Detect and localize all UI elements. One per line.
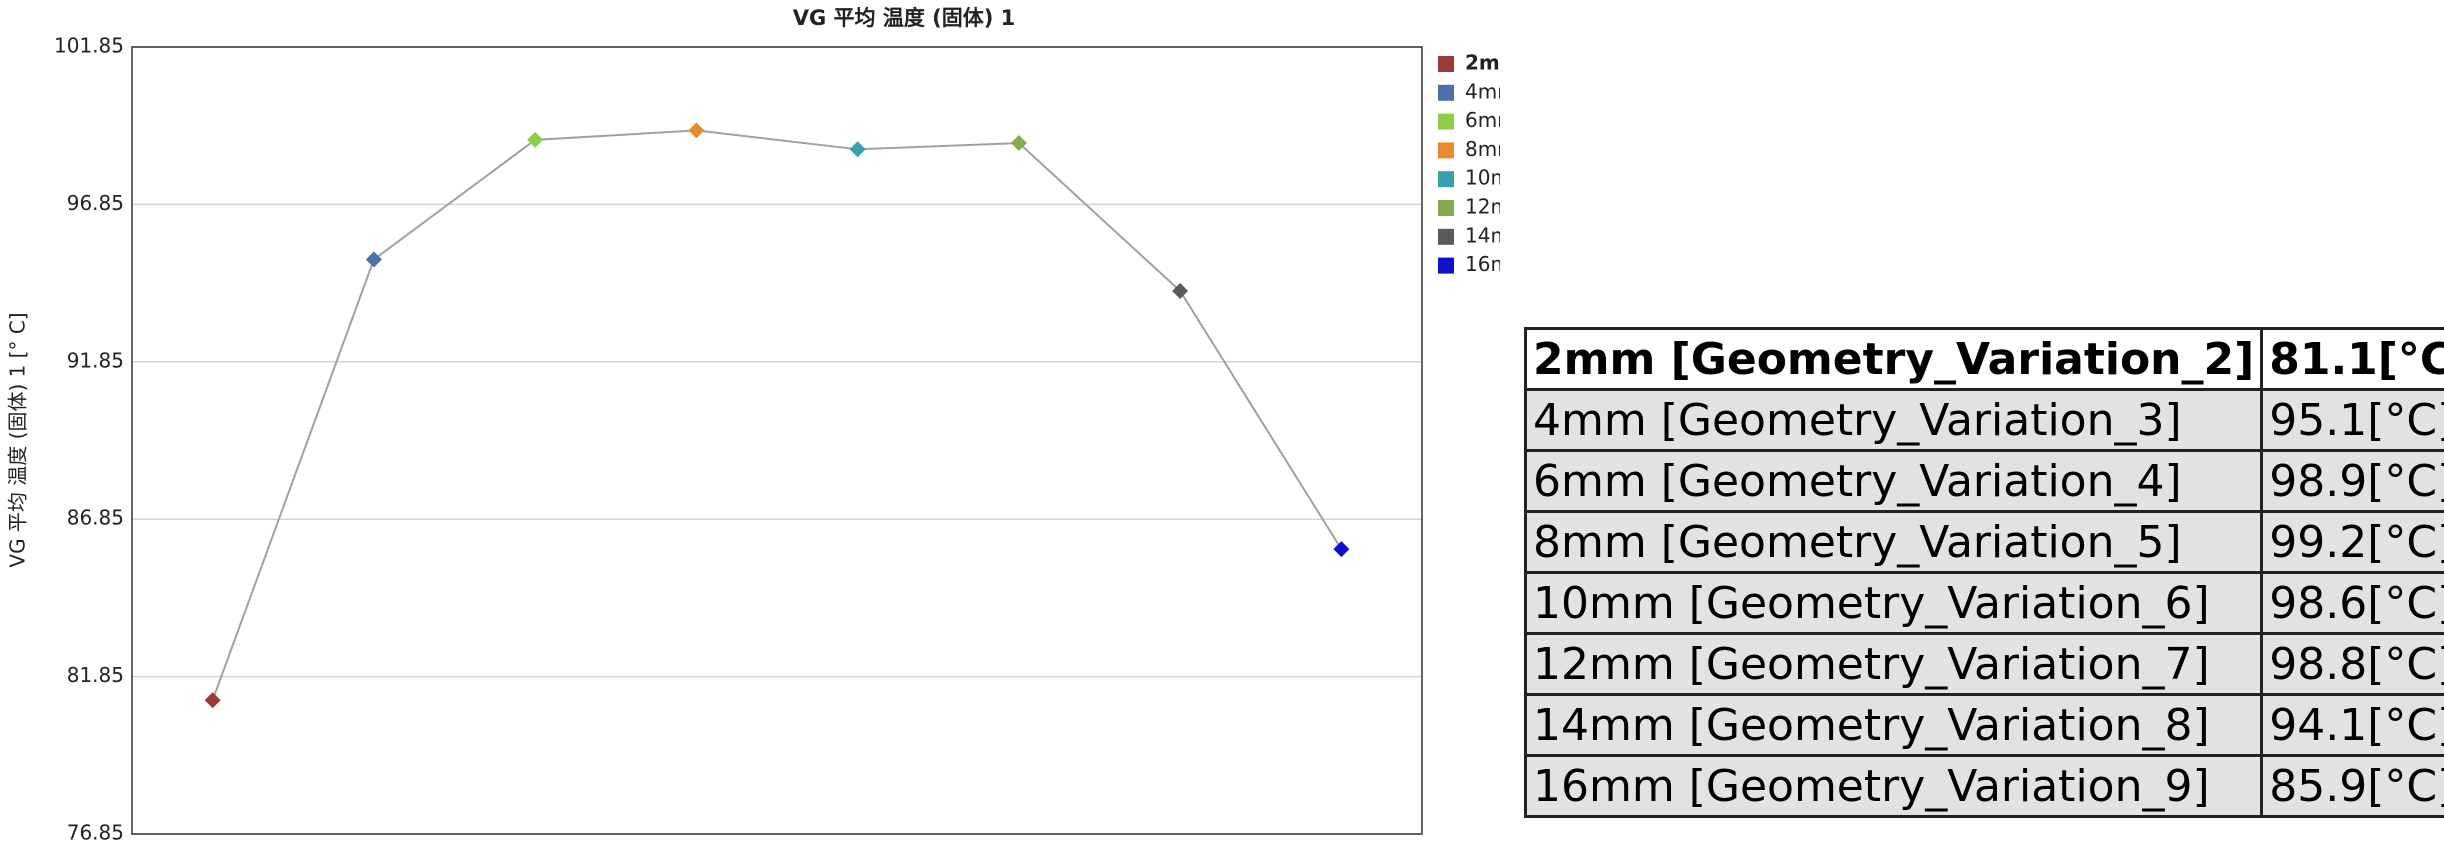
table-row: 12mm [Geometry_Variation_7] 98.8[°C]: [1523, 632, 2444, 696]
table-row: 10mm [Geometry_Variation_6] 98.6[°C]: [1523, 571, 2444, 635]
name-cell: 2mm [Geometry_Variation_2]: [1523, 327, 2264, 391]
table-row: 6mm [Geometry_Variation_4] 98.9[°C]: [1523, 449, 2444, 513]
point: [1333, 541, 1350, 558]
legend-swatch: [1438, 228, 1454, 245]
table-row: 8mm [Geometry_Variation_5] 99.2[°C]: [1523, 510, 2444, 574]
y-tick-label: 91.85: [67, 348, 124, 372]
value-cell: 98.8[°C]: [2260, 632, 2444, 696]
legend-label: 6mm [Geometry_Variation_4]: [1465, 108, 1500, 132]
value-cell: 98.9[°C]: [2260, 449, 2444, 513]
point: [204, 692, 221, 709]
name-cell: 6mm [Geometry_Variation_4]: [1523, 449, 2264, 513]
result-table: 2mm [Geometry_Variation_2]81.1[°C]4mm [G…: [1523, 327, 2444, 818]
y-tick-label: 81.85: [67, 663, 124, 687]
table-row: 4mm [Geometry_Variation_3] 95.1[°C]: [1523, 388, 2444, 452]
y-axis-label: VG 平均 温度 (固体) 1 [° C]: [6, 312, 30, 567]
name-cell: 10mm [Geometry_Variation_6]: [1523, 571, 2264, 635]
y-tick-label: 86.85: [67, 506, 124, 530]
value-cell: 95.1[°C]: [2260, 388, 2444, 452]
legend-swatch: [1438, 200, 1454, 216]
legend-label: 14mm [Geometry_Variatio…: [1465, 223, 1500, 247]
table-row: 14mm [Geometry_Variation_8] 94.1[°C]: [1523, 693, 2444, 757]
table-row: 2mm [Geometry_Variation_2]81.1[°C]: [1523, 327, 2444, 391]
legend-label: 2mm [Geometry_Variation_2]: [1465, 51, 1500, 75]
legend-swatch: [1438, 56, 1454, 72]
value-cell: 94.1[°C]: [2260, 693, 2444, 757]
name-cell: 8mm [Geometry_Variation_5]: [1523, 510, 2264, 574]
value-cell: 99.2[°C]: [2260, 510, 2444, 574]
point: [527, 131, 544, 148]
legend-swatch: [1438, 257, 1454, 274]
value-cell: 81.1[°C]: [2260, 327, 2444, 391]
table-row: 16mm [Geometry_Variation_9] 85.9[°C]: [1523, 754, 2444, 818]
chart: VG 平均 温度 (固体) 1 VG 平均 温度 (固体) 1 [° C] 76…: [6, 6, 1501, 845]
legend-swatch: [1438, 84, 1454, 101]
y-tick-label: 101.85: [54, 34, 124, 58]
point: [1010, 135, 1027, 152]
plot-frame: [131, 46, 1423, 835]
legend-swatch: [1438, 142, 1454, 159]
legend-label: 12mm [Geometry_Variatio…: [1465, 195, 1500, 219]
legend-swatch: [1438, 113, 1454, 130]
legend-label: 10mm [Geometry_Variatio…: [1465, 166, 1500, 190]
legend-label: 4mm [Geometry_Variation_3]: [1465, 79, 1500, 103]
point: [1172, 282, 1189, 299]
point: [365, 251, 382, 268]
point: [688, 122, 705, 139]
legend-swatch: [1438, 171, 1454, 188]
name-cell: 4mm [Geometry_Variation_3]: [1523, 388, 2264, 452]
point: [849, 141, 866, 158]
name-cell: 14mm [Geometry_Variation_8]: [1523, 693, 2264, 757]
value-cell: 85.9[°C]: [2260, 754, 2444, 818]
y-tick-label: 76.85: [67, 821, 124, 845]
legend-label: 8mm [Geometry_Variation_5]: [1465, 137, 1500, 161]
legend-label: 16mm [Geometry_Variatio…: [1465, 252, 1500, 276]
line: [211, 129, 1343, 701]
name-cell: 12mm [Geometry_Variation_7]: [1523, 632, 2264, 696]
name-cell: 16mm [Geometry_Variation_9]: [1523, 754, 2264, 818]
value-cell: 98.6[°C]: [2260, 571, 2444, 635]
chart-title: VG 平均 温度 (固体) 1: [793, 6, 1016, 30]
y-tick-label: 96.85: [67, 191, 124, 215]
